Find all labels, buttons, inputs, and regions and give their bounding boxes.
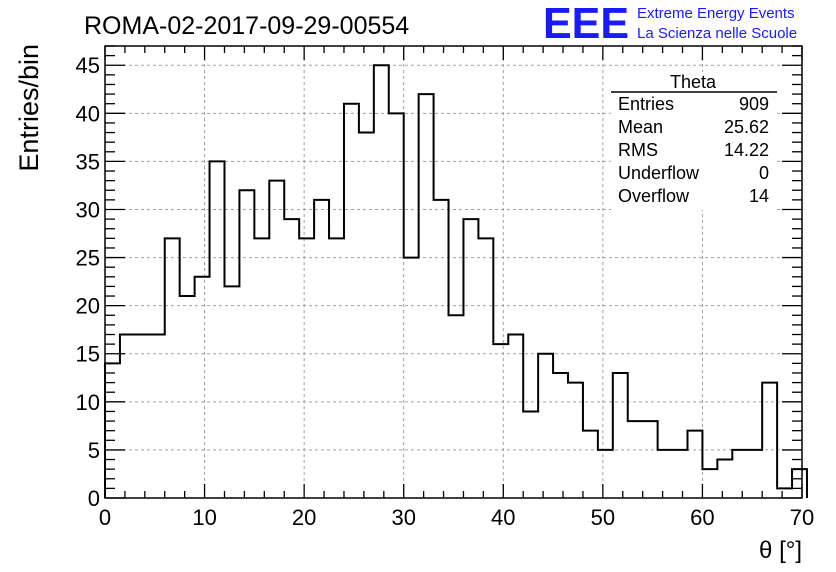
y-tick-label: 20 <box>76 294 100 319</box>
histogram-series <box>104 64 808 498</box>
stats-row-value: 14 <box>749 186 769 206</box>
stats-row-value: 25.62 <box>724 117 769 137</box>
stats-title: Theta <box>670 72 717 92</box>
stats-row-value: 14.22 <box>724 140 769 160</box>
stats-row-label: Mean <box>618 117 663 137</box>
stats-row-label: RMS <box>618 140 658 160</box>
x-tick-label: 0 <box>99 505 111 530</box>
x-axis-label: θ [°] <box>759 537 802 564</box>
stats-row-value: 909 <box>739 94 769 114</box>
stats-rows: Entries 909 Mean 25.62 RMS 14.22 Underflow 0 Ove… <box>618 94 769 206</box>
stats-row-label: Underflow <box>618 163 700 183</box>
x-tick-label: 10 <box>192 505 216 530</box>
y-tick-label: 35 <box>76 149 100 174</box>
plot-frame <box>104 45 803 499</box>
y-tick-label: 30 <box>76 197 100 222</box>
y-tick-label: 10 <box>76 390 100 415</box>
y-tick-label: 40 <box>76 101 100 126</box>
logo: EEE Extreme Energy Events La Scienza nel… <box>543 0 797 48</box>
x-tick-label: 50 <box>591 505 615 530</box>
logo-line-2: La Scienza nelle Scuole <box>637 25 797 42</box>
stats-row-label: Overflow <box>618 186 690 206</box>
y-tick-label: 45 <box>76 53 100 78</box>
y-tick-label: 5 <box>88 438 100 463</box>
y-tick-label: 15 <box>76 342 100 367</box>
stats-row-label: Entries <box>618 94 674 114</box>
logo-mark: EEE <box>543 0 629 48</box>
x-axis-ticks: 0 10 20 30 40 50 60 70 <box>99 46 814 530</box>
x-tick-label: 70 <box>790 505 814 530</box>
stats-row-value: 0 <box>759 163 769 183</box>
x-tick-label: 40 <box>491 505 515 530</box>
x-tick-label: 60 <box>690 505 714 530</box>
x-tick-label: 20 <box>292 505 316 530</box>
y-tick-label: 25 <box>76 246 100 271</box>
y-tick-label: 0 <box>88 486 100 511</box>
y-axis-label: Entries/bin <box>14 44 44 172</box>
chart-title: ROMA-02-2017-09-29-00554 <box>84 12 409 40</box>
x-tick-label: 30 <box>391 505 415 530</box>
stats-box-background <box>611 72 777 210</box>
logo-line-1: Extreme Energy Events <box>637 5 795 22</box>
y-axis-ticks: 0 5 10 15 20 25 30 35 40 45 <box>76 45 802 511</box>
stats-box: Theta Entries 909 Mean 25.62 RMS 14.22 Underfl… <box>611 72 777 210</box>
